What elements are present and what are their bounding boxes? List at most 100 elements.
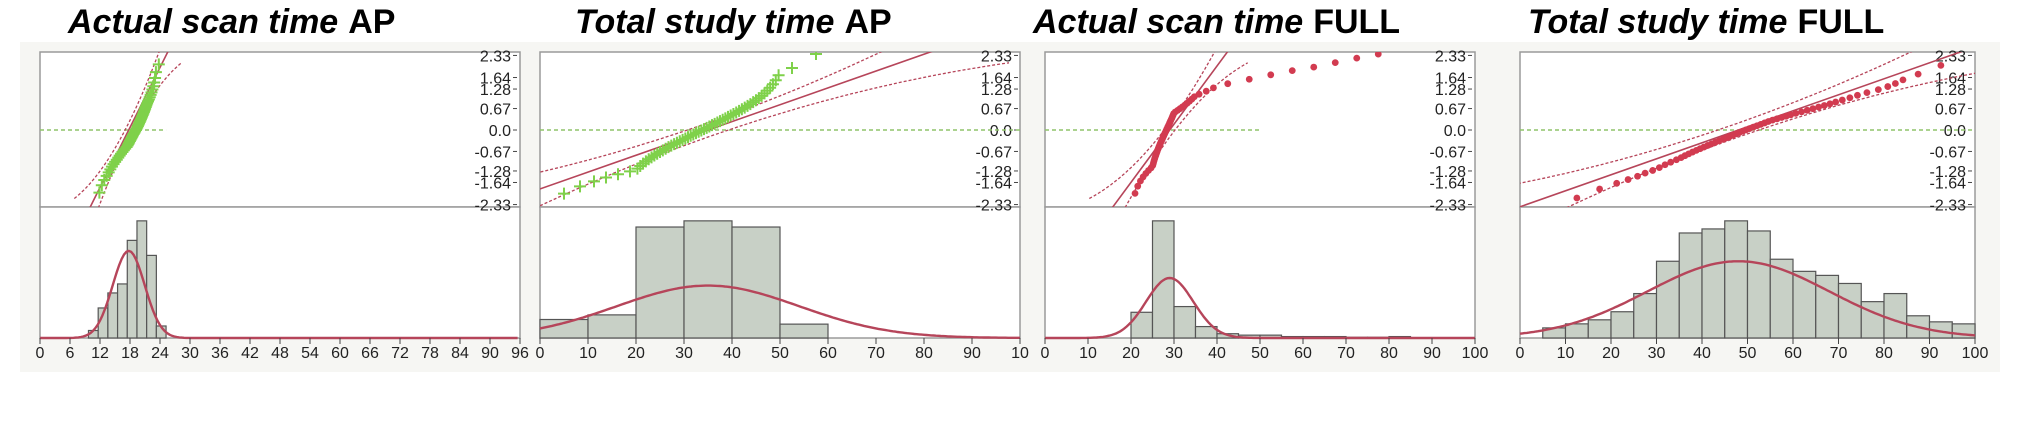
- panel-actual-scan-time-full: Actual scan time FULL 2.33 1.641.28 0.67 0.0…: [1032, 3, 1488, 362]
- quantile-point: [1267, 71, 1275, 79]
- x-tick-label: 10: [1011, 345, 1029, 362]
- histogram-bar: [1769, 258, 1794, 339]
- x-tick-label: 30: [1165, 345, 1183, 362]
- x-tick-label: 10: [1557, 345, 1575, 362]
- x-tick-label: 70: [867, 345, 885, 362]
- quantile-point: [1596, 185, 1604, 193]
- quantile-point: [711, 116, 724, 129]
- quantile-tick-label: 0.67: [1935, 102, 1966, 119]
- histogram-bar: [635, 226, 685, 339]
- normal-density-curve: [1519, 260, 1976, 337]
- quantile-tick-label: -1.28: [1430, 164, 1467, 181]
- quantile-plot-area: [73, 52, 182, 207]
- x-tick-label: 10: [579, 345, 597, 362]
- panel-title-bold: AP: [844, 3, 891, 41]
- panel-actual-scan-time-ap: Actual scan time AP 2.33 1.641.28 0.67 0.0 -0…: [36, 3, 529, 362]
- quantile-point: [786, 62, 798, 75]
- quantile-point: [149, 66, 162, 79]
- quantile-tick-label: -1.28: [976, 164, 1013, 181]
- quantile-point: [662, 141, 675, 154]
- quantile-tick-label: 2.33: [480, 48, 511, 65]
- quantile-point: [1792, 109, 1800, 117]
- x-tick-label: 90: [1921, 345, 1939, 362]
- x-tick-label: 84: [451, 345, 469, 362]
- quantile-point: [1846, 94, 1854, 102]
- normal-density-curve: [40, 249, 518, 340]
- histogram-bar: [1633, 292, 1658, 339]
- quantile-point: [761, 84, 774, 97]
- quantile-point: [1641, 169, 1649, 177]
- histogram-bar: [1837, 282, 1862, 339]
- x-tick-label: 48: [271, 345, 289, 362]
- x-tick-label: 50: [1739, 345, 1757, 362]
- quantile-point: [1573, 194, 1581, 202]
- x-tick-label: 50: [771, 345, 789, 362]
- x-tick-label: 0: [1041, 345, 1050, 362]
- quantile-tick-label: -1.28: [475, 164, 512, 181]
- quantile-point: [612, 168, 624, 181]
- quantile-point: [1891, 80, 1899, 87]
- confidence-band-lower: [1124, 62, 1249, 207]
- quantile-tick-label: -1.64: [1930, 175, 1967, 192]
- quantile-tick-label: 1.64: [981, 71, 1012, 88]
- quantile-point: [695, 124, 708, 137]
- quantile-tick-label: -1.64: [976, 175, 1013, 192]
- quantile-point: [1826, 100, 1834, 108]
- quantile-tick-label: 1.28: [1935, 82, 1966, 99]
- quantile-point: [1195, 90, 1203, 98]
- quantile-tick-label: 2.33: [981, 48, 1012, 65]
- x-tick-label: 30: [1648, 345, 1666, 362]
- x-tick-label: 10: [1079, 345, 1097, 362]
- quantile-point: [1899, 76, 1907, 84]
- x-tick-label: 12: [91, 345, 109, 362]
- quantile-tick-label: 0.0: [1944, 123, 1966, 140]
- x-tick-label: 80: [1875, 345, 1893, 362]
- x-tick-label: 66: [361, 345, 379, 362]
- quantile-tick-label: 0.0: [990, 123, 1012, 140]
- x-tick-label: 80: [1380, 345, 1398, 362]
- quantile-point: [1202, 87, 1210, 95]
- panel-total-study-time-full: Total study time FULL 2.331.641.280.670.0…: [1516, 3, 1989, 362]
- quantile-tick-label: -0.67: [1430, 144, 1467, 161]
- quantile-tick-label: 1.28: [1435, 82, 1466, 99]
- x-tick-label: 40: [1693, 345, 1711, 362]
- quantile-point: [574, 180, 586, 193]
- normal-fit-line: [89, 52, 169, 207]
- x-tick-label: 30: [675, 345, 693, 362]
- x-tick-label: 90: [481, 345, 499, 362]
- x-tick-label: 60: [331, 345, 349, 362]
- quantile-point: [624, 165, 636, 178]
- quantile-point: [1134, 182, 1142, 190]
- x-tick-label: 100: [1962, 345, 1989, 362]
- quantile-point: [1838, 96, 1846, 104]
- quantile-tick-label: -2.33: [1430, 198, 1467, 215]
- quantile-plot-area: [540, 52, 1010, 207]
- quantile-tick-label: 1.64: [480, 71, 511, 88]
- quantile-tick-label: 1.28: [981, 82, 1012, 99]
- quantile-tick-label: -2.33: [475, 198, 512, 215]
- normal-density-curve: [539, 284, 1020, 339]
- quantile-point: [1224, 80, 1232, 88]
- quantile-point: [1884, 83, 1892, 90]
- quantile-point: [1815, 103, 1822, 111]
- quantile-point: [1210, 84, 1217, 92]
- histogram-bar: [1678, 232, 1703, 339]
- x-tick-label: 20: [627, 345, 645, 362]
- quantile-point: [93, 186, 106, 199]
- x-tick-label: 0: [36, 345, 45, 362]
- quantile-point: [706, 119, 718, 132]
- panel-title: Actual scan time AP: [67, 3, 395, 41]
- panel-title-italic: Total study time: [1528, 3, 1787, 41]
- histogram-bar: [1655, 260, 1680, 339]
- histogram-bar: [126, 239, 138, 339]
- x-tick-label: 60: [819, 345, 837, 362]
- histogram-frame: [1044, 206, 1476, 339]
- histogram-bar: [116, 283, 128, 339]
- quantile-point: [1937, 61, 1945, 69]
- quantile-point: [1661, 161, 1669, 169]
- histogram-bar: [1130, 311, 1154, 339]
- quantile-point: [1613, 179, 1621, 187]
- confidence-band-lower: [540, 62, 1010, 207]
- quantile-point: [769, 74, 782, 87]
- quantile-tick-label: 1.28: [480, 82, 511, 99]
